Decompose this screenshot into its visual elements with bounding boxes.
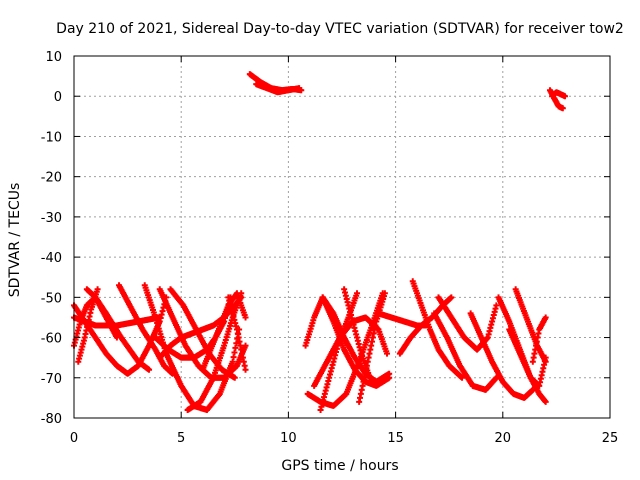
points-layer	[71, 71, 568, 413]
data-point	[542, 398, 549, 405]
data-point	[542, 358, 549, 365]
series-s29	[467, 310, 536, 401]
x-axis-label: GPS time / hours	[281, 458, 398, 474]
series-s5	[83, 286, 153, 373]
y-tick-label: -70	[41, 372, 62, 387]
data-point	[242, 342, 249, 349]
x-tick-label: 10	[280, 431, 297, 446]
y-tick-label: -40	[41, 251, 62, 266]
data-point	[296, 85, 303, 92]
series-s28	[435, 294, 500, 353]
data-point	[386, 374, 393, 381]
data-point	[384, 350, 391, 357]
data-point	[242, 366, 249, 373]
data-point	[561, 93, 568, 100]
y-tick-label: -10	[41, 130, 62, 145]
chart-title: Day 210 of 2021, Sidereal Day-to-day VTE…	[56, 21, 624, 37]
series-s19	[311, 314, 391, 389]
y-tick-label: -30	[41, 211, 62, 226]
y-axis-label: SDTVAR / TECUs	[7, 183, 23, 298]
data-point	[542, 314, 549, 321]
data-point	[559, 105, 566, 112]
y-tick-label: 0	[54, 90, 62, 105]
series-s26	[409, 278, 466, 381]
series-s6	[116, 282, 176, 377]
x-tick-label: 5	[177, 431, 185, 446]
series-s16	[253, 81, 303, 96]
data-point	[94, 286, 101, 293]
series-s27	[431, 310, 500, 393]
y-tick-label: 10	[45, 50, 62, 65]
x-tick-label: 20	[495, 431, 512, 446]
series-s23	[356, 290, 388, 405]
data-point	[493, 302, 500, 309]
x-tick-label: 25	[602, 431, 619, 446]
y-tick-label: -60	[41, 332, 62, 347]
x-tick-label: 15	[387, 431, 404, 446]
plot-frame	[73, 55, 611, 419]
series-s33	[529, 314, 549, 365]
series-s14	[225, 294, 249, 373]
grid-layer	[74, 56, 610, 418]
y-tick-label: -20	[41, 171, 62, 186]
x-tick-label: 0	[70, 431, 78, 446]
data-point	[448, 294, 455, 301]
data-point	[381, 290, 388, 297]
data-point	[459, 374, 466, 381]
y-tick-label: -50	[41, 291, 62, 306]
ticks-layer: 0 5 10 15 20 25 10 0 -10 -20 -30 -40 -50 -60 -70 -80	[41, 50, 619, 446]
series-s35	[549, 89, 568, 100]
data-point	[242, 314, 249, 321]
series-s31	[506, 326, 549, 389]
data-point	[366, 374, 373, 381]
y-tick-label: -80	[41, 412, 62, 427]
series-s22	[341, 286, 373, 381]
series-s32	[512, 286, 549, 365]
data-point	[146, 366, 153, 373]
data-point	[231, 374, 238, 381]
data-point	[354, 290, 361, 297]
